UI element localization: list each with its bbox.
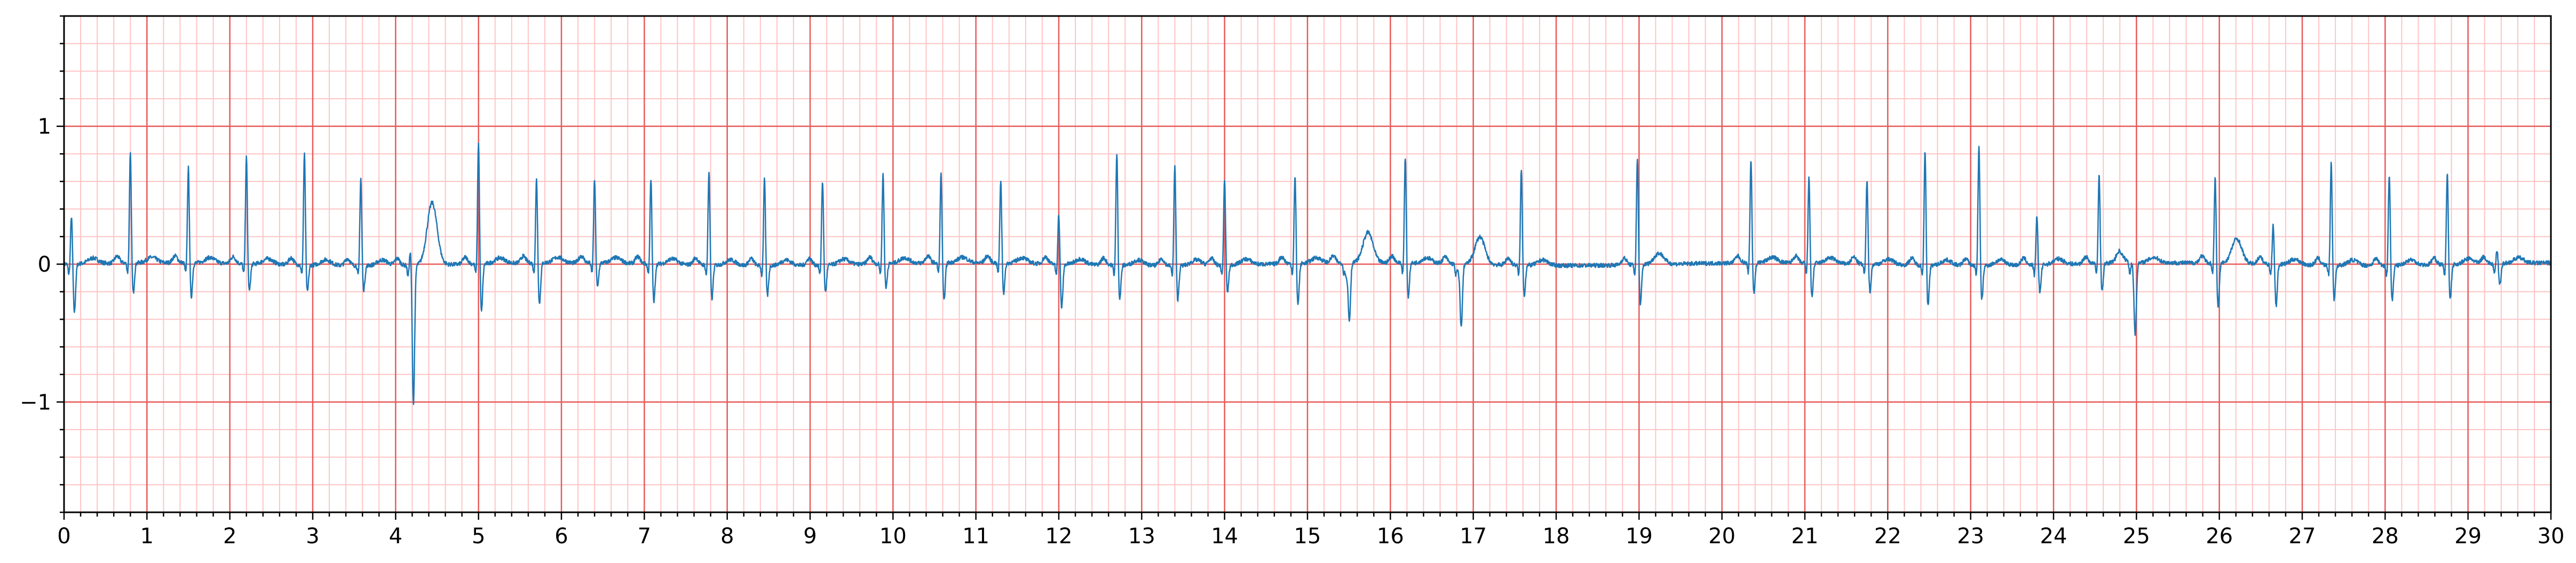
x-tick-label: 30 (2538, 524, 2565, 549)
x-tick-label: 19 (1626, 524, 1653, 549)
x-tick-label: 5 (472, 524, 485, 549)
x-tick-label: 1 (140, 524, 154, 549)
y-tick-label: 0 (38, 252, 51, 277)
x-tick-label: 15 (1294, 524, 1321, 549)
x-tick-label: 4 (389, 524, 402, 549)
x-tick-label: 9 (803, 524, 817, 549)
x-tick-label: 18 (1543, 524, 1570, 549)
x-tick-label: 24 (2040, 524, 2067, 549)
y-tick-label: −1 (20, 390, 51, 415)
x-tick-label: 21 (1792, 524, 1819, 549)
y-tick-label: 1 (38, 115, 51, 139)
x-tick-label: 7 (638, 524, 651, 549)
x-tick-label: 29 (2454, 524, 2482, 549)
x-tick-label: 3 (306, 524, 319, 549)
x-tick-label: 27 (2289, 524, 2316, 549)
x-tick-label: 17 (1460, 524, 1487, 549)
x-tick-label: 25 (2123, 524, 2150, 549)
x-tick-label: 13 (1128, 524, 1155, 549)
x-tick-label: 22 (1874, 524, 1901, 549)
x-tick-label: 11 (962, 524, 989, 549)
x-tick-label: 23 (1957, 524, 1984, 549)
x-tick-label: 2 (223, 524, 236, 549)
y-axis: −1 0 1 (20, 15, 64, 513)
x-tick-label: 26 (2206, 524, 2233, 549)
x-tick-label: 16 (1377, 524, 1404, 549)
x-tick-label: 28 (2372, 524, 2399, 549)
x-tick-label: 8 (720, 524, 734, 549)
x-tick-label: 10 (879, 524, 907, 549)
x-tick-label: 14 (1211, 524, 1238, 549)
x-tick-label: 6 (554, 524, 568, 549)
ecg-trace-group (63, 142, 2552, 406)
ecg-trace-line (63, 142, 2552, 406)
x-axis: 0 1 2 3 4 5 6 7 8 9 10 11 12 13 14 15 16 17 18 19 20 21 22 23 24… (57, 512, 2564, 549)
x-tick-label: 0 (57, 524, 70, 549)
x-tick-label: 12 (1045, 524, 1073, 549)
x-tick-label: 20 (1708, 524, 1735, 549)
